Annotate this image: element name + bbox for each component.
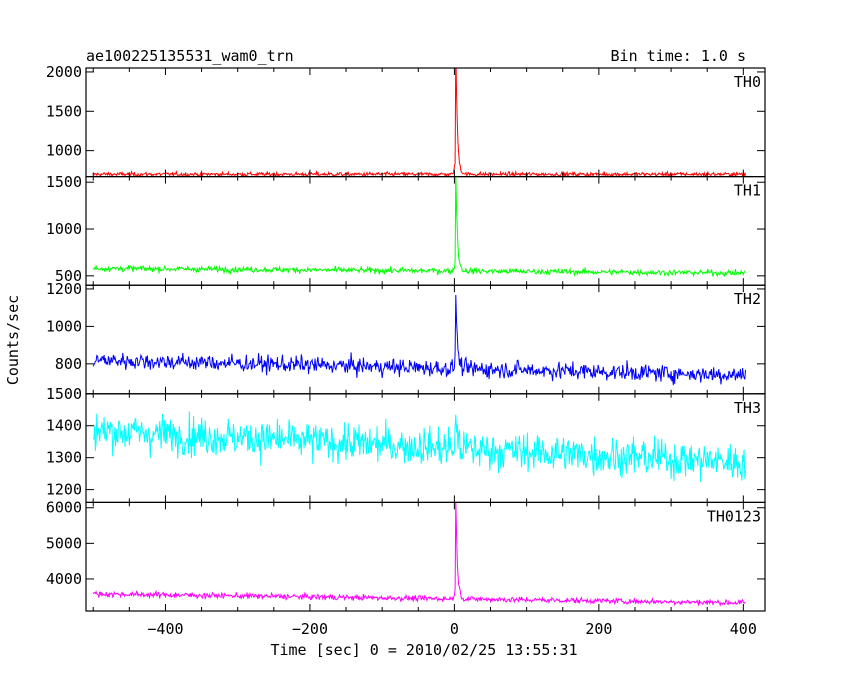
y-tick-label: 1500: [46, 385, 82, 403]
y-tick-label: 1000: [46, 220, 82, 238]
panel-frame-th0123: [85, 501, 766, 612]
panel-label-th2: TH2: [734, 290, 761, 308]
y-tick-label: 1400: [46, 417, 82, 435]
x-tick-label: 400: [730, 620, 757, 638]
y-tick-label: 6000: [46, 499, 82, 517]
y-tick-label: 500: [55, 267, 82, 285]
panel-frame-th1: [85, 176, 766, 286]
x-tick-label: −200: [292, 620, 328, 638]
chart-title-left: ae100225135531_wam0_trn: [86, 47, 294, 65]
series-line-th2: [92, 294, 746, 386]
y-tick-label: 800: [55, 355, 82, 373]
y-axis-label: Counts/sec: [4, 295, 22, 385]
y-tick-label: 4000: [46, 570, 82, 588]
panel-frame-th0: [85, 67, 766, 178]
x-tick-label: 200: [585, 620, 612, 638]
series-line-th3: [92, 411, 746, 482]
x-axis-label: Time [sec] 0 = 2010/02/25 13:55:31: [270, 641, 577, 659]
y-tick-label: 1500: [46, 173, 82, 191]
y-tick-label: 1200: [46, 280, 82, 298]
y-tick-label: 2000: [46, 63, 82, 81]
series-line-th0: [92, 68, 746, 177]
y-tick-label: 1300: [46, 449, 82, 467]
panel-label-th0123: TH0123: [707, 507, 761, 525]
chart-title-right: Bin time: 1.0 s: [611, 47, 746, 65]
y-tick-label: 1200: [46, 481, 82, 499]
y-tick-label: 1500: [46, 102, 82, 120]
panel-label-th1: TH1: [734, 182, 761, 200]
panel-label-th3: TH3: [734, 399, 761, 417]
y-tick-label: 1000: [46, 317, 82, 335]
panel-frame-th2: [85, 284, 766, 395]
series-line-th1: [92, 176, 746, 278]
series-line-th0123: [92, 502, 746, 607]
y-tick-label: 5000: [46, 534, 82, 552]
x-tick-label: 0: [450, 620, 459, 638]
y-tick-label: 1000: [46, 142, 82, 160]
panel-label-th0: TH0: [734, 73, 761, 91]
x-tick-label: −400: [147, 620, 183, 638]
